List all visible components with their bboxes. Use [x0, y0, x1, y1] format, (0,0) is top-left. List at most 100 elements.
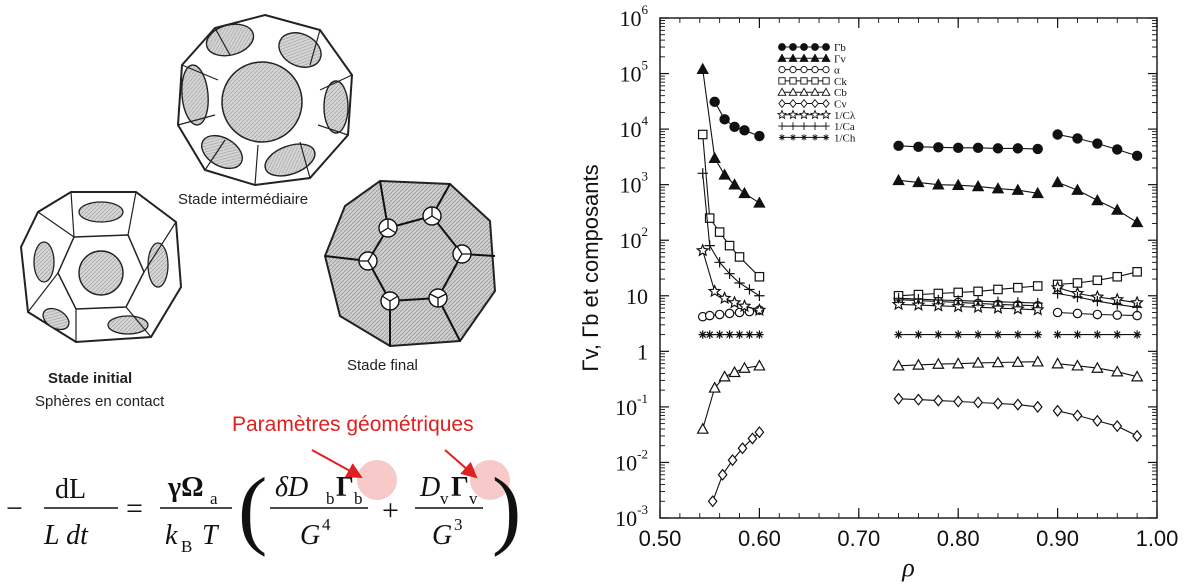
data-point [993, 284, 1003, 295]
final-stage-polyhedron [323, 179, 497, 348]
eq-term2-gamma-sub: v [469, 489, 478, 508]
legend-label: Cv [834, 99, 847, 111]
data-point [737, 298, 752, 313]
arrow-to-gamma-b [311, 449, 363, 478]
data-point [724, 308, 735, 319]
data-point [696, 62, 709, 74]
data-point [971, 300, 985, 314]
data-point [705, 330, 714, 339]
data-point [697, 168, 708, 179]
data-point [704, 310, 715, 321]
data-point [973, 330, 983, 339]
intermediate-stage-polyhedron [176, 13, 354, 187]
data-point [735, 330, 744, 339]
data-point [1132, 310, 1142, 321]
series-1ca [697, 168, 1143, 313]
data-point [933, 142, 944, 153]
data-point [971, 179, 985, 192]
data-point [714, 257, 725, 268]
data-point [718, 168, 731, 180]
legend-label: 1/Cλ [834, 110, 856, 122]
legend-label: 1/Ch [834, 132, 856, 144]
data-point [1131, 150, 1143, 162]
legend-marker [789, 43, 797, 51]
x-tick-label: 0.70 [837, 526, 880, 551]
legend-marker [778, 134, 786, 141]
data-point [1130, 370, 1144, 382]
eq-term2-denominator-exp: 3 [454, 515, 463, 534]
legend-label: Γv [834, 53, 846, 65]
data-point [992, 143, 1004, 154]
data-point [1092, 138, 1103, 149]
x-tick-label: 0.50 [639, 526, 682, 551]
legend-marker [800, 122, 808, 131]
data-point [893, 392, 904, 405]
eq-coef-denominator-T: T [202, 520, 220, 551]
data-point [734, 277, 745, 289]
data-point [1011, 355, 1025, 367]
legend-marker [788, 53, 798, 62]
data-point [728, 365, 741, 378]
data-point [715, 330, 724, 339]
data-point [697, 129, 708, 140]
y-tick-label: 106 [620, 2, 649, 31]
y-tick-label: 102 [620, 224, 649, 253]
legend-label: α [834, 65, 840, 77]
data-point [1091, 194, 1104, 206]
data-point [727, 453, 738, 467]
data-point [753, 196, 766, 208]
x-tick-label: 0.60 [738, 526, 781, 551]
data-point [972, 295, 984, 307]
data-point [1112, 271, 1123, 282]
legend-marker [811, 98, 819, 109]
legend-marker [778, 66, 786, 74]
eq-coef-denominator-sub: B [181, 537, 192, 556]
legend-marker [776, 109, 788, 120]
legend-marker [778, 122, 786, 131]
data-point [992, 397, 1003, 410]
data-point [953, 295, 964, 306]
legend-marker [821, 87, 831, 96]
data-point [1071, 359, 1084, 371]
data-point [991, 300, 1005, 314]
legend-label: Cb [834, 87, 847, 99]
eq-term1-gamma: Γ [336, 472, 354, 503]
data-point [991, 356, 1005, 368]
series-ck [697, 129, 1142, 301]
left-panel: Stade intermédiaire Stade initial Sphère… [0, 0, 560, 586]
data-point [719, 114, 730, 125]
eq-equals: = [126, 492, 143, 525]
data-point [707, 495, 718, 508]
data-point [993, 330, 1003, 339]
legend-marker [789, 122, 797, 131]
eq-term2-prefix-sub: v [440, 489, 449, 508]
data-point [912, 358, 925, 370]
legend-marker [810, 53, 820, 62]
series- [697, 294, 1142, 322]
legend-label: Γb [834, 42, 846, 54]
data-point [708, 381, 721, 393]
data-point [724, 240, 735, 251]
data-point [1052, 129, 1063, 140]
series-b [709, 96, 1143, 162]
data-point [1013, 282, 1023, 293]
eq-term1-gamma-sub: b [354, 489, 363, 508]
legend-marker [822, 134, 830, 141]
data-point [1072, 133, 1083, 144]
data-point [1033, 330, 1042, 339]
data-point [752, 302, 767, 317]
eq-term1-prefix-sub: b [326, 489, 335, 508]
data-point [744, 284, 755, 295]
legend-marker [810, 87, 820, 96]
intermediate-stage-caption: Stade intermédiaire [178, 191, 309, 208]
data-point [1032, 297, 1043, 309]
data-point [1092, 414, 1103, 428]
data-point [892, 173, 905, 186]
data-point [913, 293, 924, 305]
data-point [951, 299, 966, 313]
data-point [953, 395, 964, 408]
data-point [913, 141, 924, 153]
data-point [913, 393, 924, 406]
data-point [1032, 400, 1043, 414]
